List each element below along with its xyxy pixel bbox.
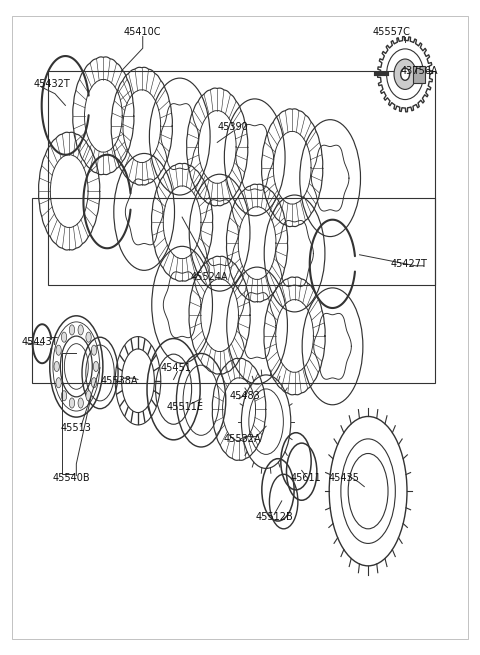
- Text: 45524A: 45524A: [191, 272, 228, 282]
- Ellipse shape: [78, 398, 84, 408]
- Text: 45443T: 45443T: [22, 337, 59, 346]
- Text: 45432T: 45432T: [34, 79, 71, 89]
- Ellipse shape: [91, 378, 96, 388]
- Ellipse shape: [86, 332, 91, 342]
- Circle shape: [401, 68, 409, 81]
- Text: 45435: 45435: [329, 473, 360, 483]
- Text: 45611: 45611: [290, 473, 321, 483]
- Ellipse shape: [54, 362, 60, 371]
- Ellipse shape: [61, 332, 67, 342]
- FancyBboxPatch shape: [412, 66, 425, 83]
- Ellipse shape: [69, 325, 74, 335]
- Text: 45511E: 45511E: [167, 402, 204, 412]
- Text: 45532A: 45532A: [224, 434, 261, 444]
- Text: 45538A: 45538A: [100, 376, 138, 386]
- Text: 45483: 45483: [229, 390, 260, 401]
- Text: 45513: 45513: [61, 423, 92, 433]
- Ellipse shape: [93, 362, 98, 371]
- Text: 45390: 45390: [217, 122, 248, 132]
- Text: 45512B: 45512B: [255, 512, 293, 522]
- Text: 45540B: 45540B: [53, 473, 90, 483]
- Circle shape: [394, 59, 416, 90]
- Text: 45427T: 45427T: [391, 259, 427, 269]
- Text: 45410C: 45410C: [124, 27, 161, 37]
- Ellipse shape: [69, 398, 74, 408]
- Text: 45451: 45451: [160, 363, 192, 373]
- Ellipse shape: [78, 325, 84, 335]
- Ellipse shape: [56, 378, 61, 388]
- Ellipse shape: [61, 391, 67, 401]
- Text: 45557C: 45557C: [373, 27, 411, 37]
- Ellipse shape: [56, 345, 61, 355]
- Ellipse shape: [91, 345, 96, 355]
- Text: 43756A: 43756A: [401, 66, 438, 76]
- Ellipse shape: [86, 391, 91, 401]
